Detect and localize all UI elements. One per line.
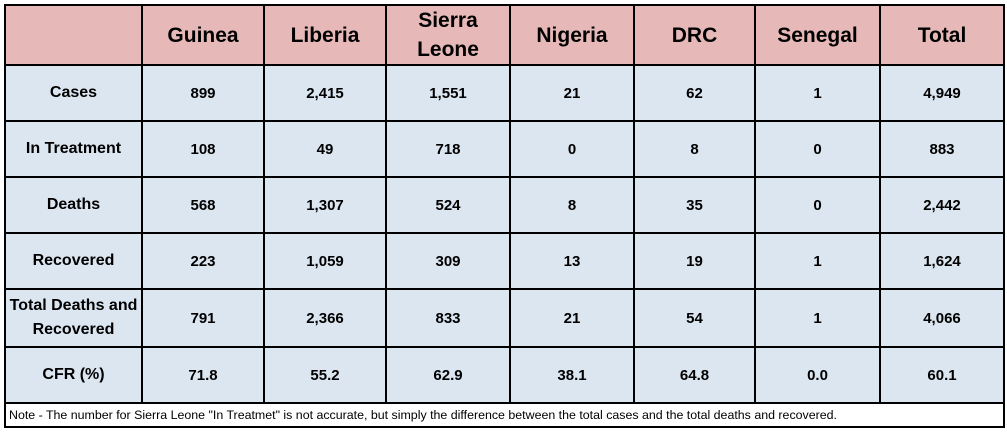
table-cell: 21 [509,64,635,122]
table-row: Deaths 568 1,307 524 8 35 0 2,442 [4,176,1005,234]
table-cell: 2,442 [879,176,1005,234]
table-cell: 0.0 [754,346,881,404]
row-label-in-treatment: In Treatment [4,120,143,178]
column-header-liberia: Liberia [263,4,387,66]
table-cell: 49 [263,120,387,178]
table-cell: 1 [754,288,881,348]
table-cell: 791 [141,288,265,348]
table-cell: 21 [509,288,635,348]
row-label-cfr: CFR (%) [4,346,143,404]
table-cell: 54 [633,288,756,348]
table-cell: 8 [509,176,635,234]
table-cell: 223 [141,232,265,290]
table-cell: 60.1 [879,346,1005,404]
table-cell: 35 [633,176,756,234]
table-cell: 2,366 [263,288,387,348]
table-row: CFR (%) 71.8 55.2 62.9 38.1 64.8 0.0 60.… [4,346,1005,404]
row-label-recovered: Recovered [4,232,143,290]
table-cell: 4,949 [879,64,1005,122]
note-row: Note - The number for Sierra Leone "In T… [4,402,1005,428]
table-cell: 1,624 [879,232,1005,290]
table-cell: 1,551 [385,64,511,122]
table-cell: 108 [141,120,265,178]
table-cell: 2,415 [263,64,387,122]
table-cell: 19 [633,232,756,290]
table-row: Total Deaths and Recovered 791 2,366 833… [4,288,1005,348]
table-cell: 13 [509,232,635,290]
row-label-cases: Cases [4,64,143,122]
table-cell: 55.2 [263,346,387,404]
ebola-stats-table: Guinea Liberia Sierra Leone Nigeria DRC … [4,4,1005,428]
table-cell: 38.1 [509,346,635,404]
table-cell: 4,066 [879,288,1005,348]
table-row: Recovered 223 1,059 309 13 19 1 1,624 [4,232,1005,290]
table-cell: 0 [754,120,881,178]
table-cell: 1 [754,64,881,122]
table-cell: 1 [754,232,881,290]
table-cell: 62.9 [385,346,511,404]
table-cell: 883 [879,120,1005,178]
header-corner [4,4,143,66]
column-header-drc: DRC [633,4,756,66]
column-header-sierra-leone: Sierra Leone [385,4,511,66]
table-cell: 0 [754,176,881,234]
table-cell: 309 [385,232,511,290]
table-cell: 8 [633,120,756,178]
table-cell: 64.8 [633,346,756,404]
row-label-total-deaths-and-recovered: Total Deaths and Recovered [4,288,143,348]
table-cell: 833 [385,288,511,348]
column-header-nigeria: Nigeria [509,4,635,66]
table-row: In Treatment 108 49 718 0 8 0 883 [4,120,1005,178]
table-cell: 899 [141,64,265,122]
row-label-deaths: Deaths [4,176,143,234]
header-row: Guinea Liberia Sierra Leone Nigeria DRC … [4,4,1005,66]
table-cell: 62 [633,64,756,122]
column-header-guinea: Guinea [141,4,265,66]
footnote: Note - The number for Sierra Leone "In T… [4,402,1005,428]
table-cell: 568 [141,176,265,234]
column-header-total: Total [879,4,1005,66]
table-cell: 524 [385,176,511,234]
table-cell: 1,307 [263,176,387,234]
table-row: Cases 899 2,415 1,551 21 62 1 4,949 [4,64,1005,122]
table-cell: 718 [385,120,511,178]
table-cell: 71.8 [141,346,265,404]
table-cell: 0 [509,120,635,178]
column-header-senegal: Senegal [754,4,881,66]
table-cell: 1,059 [263,232,387,290]
